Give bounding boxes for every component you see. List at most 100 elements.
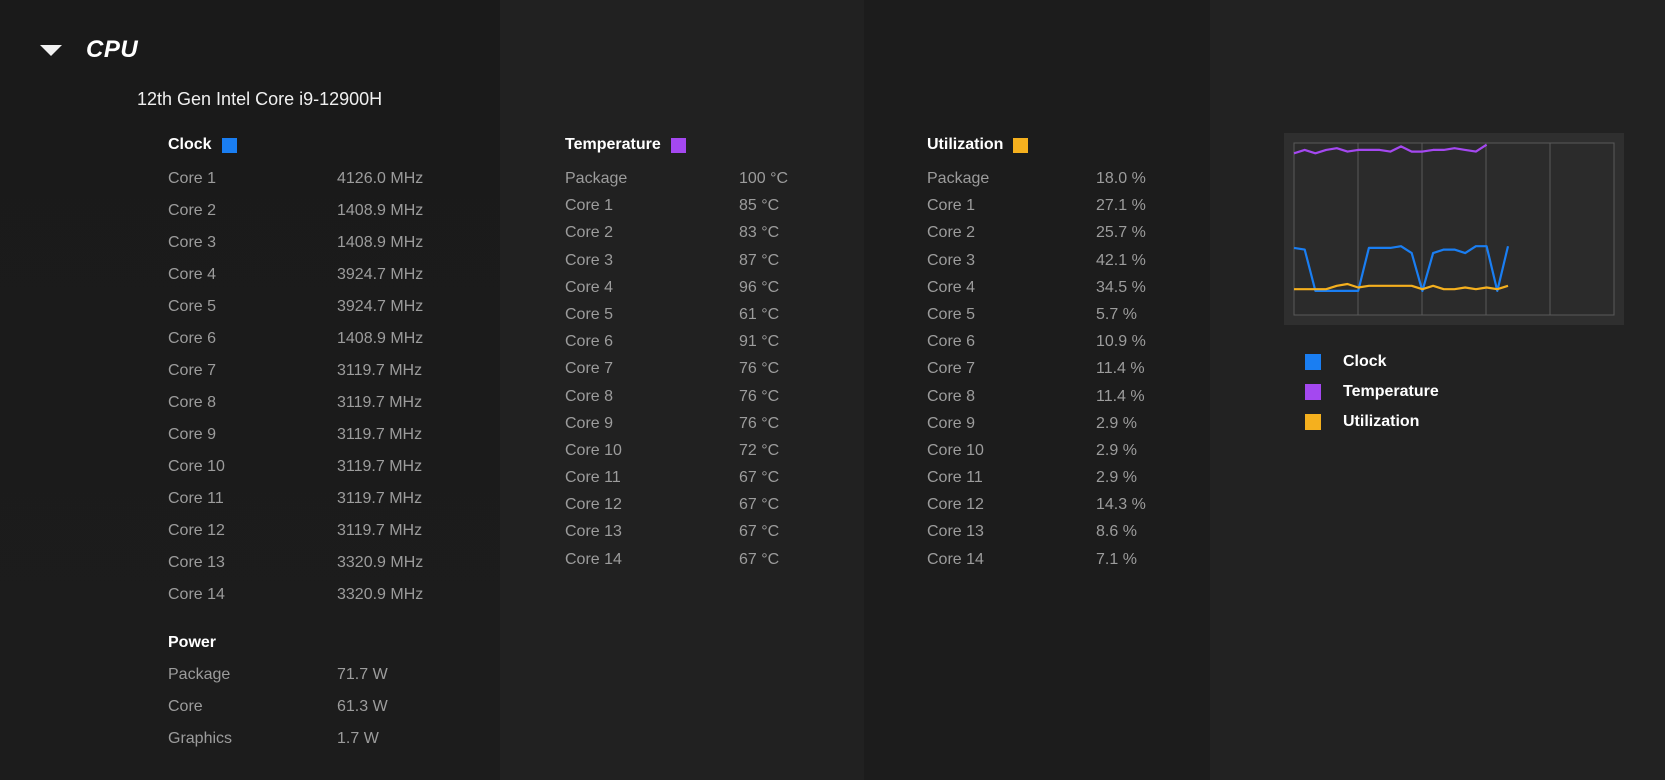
clock-row: Core 7 3119.7 MHz [168, 360, 423, 392]
utilization-row-value: 2.9 % [1096, 414, 1137, 432]
temperature-row: Core 2 83 °C [565, 222, 788, 249]
history-chart [1284, 133, 1624, 325]
temperature-row-value: 61 °C [739, 305, 780, 323]
utilization-row-label: Core 10 [927, 441, 984, 459]
clock-row-label: Core 8 [168, 394, 217, 411]
temperature-header: Temperature [565, 134, 788, 156]
utilization-row: Core 14 7.1 % [927, 549, 1146, 576]
utilization-row-label: Core 2 [927, 224, 976, 242]
power-row-label: Core [168, 698, 203, 715]
utilization-row: Core 2 25.7 % [927, 222, 1146, 249]
temperature-row-label: Core 6 [565, 333, 614, 351]
clock-header: Clock [168, 134, 423, 156]
temperature-row: Core 13 67 °C [565, 521, 788, 548]
power-row: Graphics 1.7 W [168, 728, 388, 760]
utilization-row-value: 7.1 % [1096, 550, 1137, 568]
clock-row: Core 6 1408.9 MHz [168, 328, 423, 360]
panel-background-clock [0, 0, 500, 780]
clock-row-value: 3924.7 MHz [337, 266, 424, 283]
clock-row-value: 3320.9 MHz [337, 554, 424, 571]
cpu-section-header[interactable]: CPU [40, 36, 138, 64]
clock-row-label: Core 11 [168, 490, 224, 507]
clock-header-label: Clock [168, 136, 212, 153]
utilization-row-value: 18.0 % [1096, 170, 1146, 187]
clock-row-label: Core 4 [168, 266, 217, 283]
clock-row-label: Core 2 [168, 202, 217, 219]
temperature-row: Core 5 61 °C [565, 304, 788, 331]
utilization-row: Core 13 8.6 % [927, 521, 1146, 548]
temperature-row-label: Core 1 [565, 197, 614, 215]
utilization-row-label: Core 12 [927, 496, 984, 514]
clock-row-value: 4126.0 MHz [337, 170, 424, 187]
power-column: Power Package 71.7 W Core 61.3 W Graphics 1.7… [168, 632, 388, 760]
utilization-row-value: 10.9 % [1096, 333, 1146, 351]
clock-row: Core 4 3924.7 MHz [168, 264, 423, 296]
utilization-row-label: Core 4 [927, 278, 976, 296]
utilization-row-label: Core 8 [927, 387, 976, 405]
legend-label: Clock [1343, 353, 1387, 370]
temperature-row-label: Core 2 [565, 224, 614, 242]
clock-row-label: Core 1 [168, 170, 217, 187]
series-line-utilization [1294, 282, 1509, 291]
utilization-row-value: 42.1 % [1096, 251, 1146, 269]
temperature-row-value: 87 °C [739, 251, 780, 269]
utilization-row-label: Core 13 [927, 523, 984, 541]
temperature-row-value: 72 °C [739, 441, 780, 459]
utilization-row-label: Core 3 [927, 251, 976, 269]
temperature-row: Core 11 67 °C [565, 467, 788, 494]
clock-row-value: 1408.9 MHz [337, 202, 424, 219]
utilization-row: Core 8 11.4 % [927, 386, 1146, 413]
collapse-caret-icon[interactable] [40, 44, 62, 56]
history-chart-svg [1293, 142, 1615, 316]
temperature-row-value: 83 °C [739, 224, 780, 242]
clock-row: Core 14 3320.9 MHz [168, 584, 423, 616]
clock-row-label: Core 5 [168, 298, 217, 315]
legend-label: Temperature [1343, 383, 1439, 400]
clock-row-value: 3119.7 MHz [337, 394, 423, 411]
temperature-row-label: Package [565, 170, 628, 187]
temperature-row-value: 76 °C [739, 360, 780, 378]
temperature-row-label: Core 5 [565, 305, 614, 323]
temperature-row-label: Core 11 [565, 469, 621, 487]
temperature-color-swatch [670, 137, 686, 153]
temperature-row-value: 96 °C [739, 278, 780, 296]
clock-row-label: Core 12 [168, 522, 225, 539]
temperature-header-label: Temperature [565, 136, 661, 153]
legend-item: Temperature [1305, 377, 1439, 407]
temperature-row-value: 76 °C [739, 387, 780, 405]
temperature-row: Core 3 87 °C [565, 250, 788, 277]
clock-row: Core 5 3924.7 MHz [168, 296, 423, 328]
clock-row-label: Core 7 [168, 362, 217, 379]
chart-legend: Clock Temperature Utilization [1305, 347, 1439, 437]
clock-row-label: Core 13 [168, 554, 225, 571]
utilization-color-swatch [1013, 137, 1029, 153]
utilization-row-label: Core 9 [927, 414, 976, 432]
utilization-row-value: 14.3 % [1096, 496, 1146, 514]
temperature-row: Core 8 76 °C [565, 386, 788, 413]
temperature-row-label: Core 7 [565, 360, 614, 378]
temperature-row-value: 85 °C [739, 197, 780, 215]
temperature-row-value: 67 °C [739, 550, 780, 568]
utilization-row: Core 1 27.1 % [927, 195, 1146, 222]
utilization-row-value: 8.6 % [1096, 523, 1137, 541]
temperature-row-label: Core 10 [565, 441, 622, 459]
clock-row-value: 1408.9 MHz [337, 330, 424, 347]
clock-row: Core 8 3119.7 MHz [168, 392, 423, 424]
utilization-row: Package 18.0 % [927, 168, 1146, 195]
power-row: Core 61.3 W [168, 696, 388, 728]
clock-row: Core 12 3119.7 MHz [168, 520, 423, 552]
clock-row-value: 3119.7 MHz [337, 458, 423, 475]
utilization-row-label: Core 1 [927, 197, 976, 215]
power-rows: Package 71.7 W Core 61.3 W Graphics 1.7 W [168, 664, 388, 760]
clock-row: Core 11 3119.7 MHz [168, 488, 423, 520]
clock-row-label: Core 3 [168, 234, 217, 251]
utilization-row-label: Core 11 [927, 469, 983, 487]
temperature-row: Core 10 72 °C [565, 440, 788, 467]
clock-row: Core 1 4126.0 MHz [168, 168, 423, 200]
power-row: Package 71.7 W [168, 664, 388, 696]
utilization-row: Core 9 2.9 % [927, 413, 1146, 440]
legend-item: Clock [1305, 347, 1439, 377]
clock-color-swatch [221, 137, 237, 153]
clock-row-value: 3320.9 MHz [337, 586, 424, 603]
temperature-column: Temperature Package 100 °C Core 1 85 °C Core… [565, 134, 788, 576]
